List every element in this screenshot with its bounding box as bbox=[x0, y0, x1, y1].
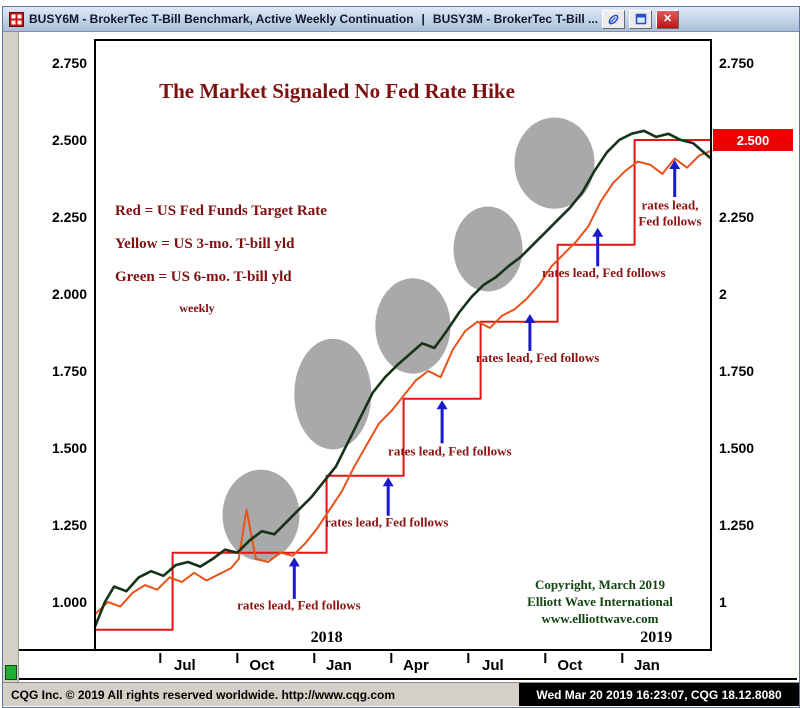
plot-border bbox=[94, 39, 712, 651]
annotation-arrowhead bbox=[382, 477, 394, 487]
x-axis-month-label: Jan bbox=[326, 657, 352, 674]
y-axis-label-left: 2.250 bbox=[52, 209, 87, 225]
x-axis-month-label: Oct bbox=[557, 657, 582, 674]
legend-line: Yellow = US 3-mo. T-bill yld bbox=[115, 236, 295, 252]
y-axis-label-left: 1.250 bbox=[52, 517, 87, 533]
cqg-app-icon bbox=[9, 11, 24, 27]
window-title-left: BUSY6M - BrokerTec T-Bill Benchmark, Act… bbox=[29, 12, 414, 26]
year-label: 2019 bbox=[640, 629, 672, 646]
highlight-ellipse bbox=[375, 278, 451, 374]
annotation-text: rates lead, bbox=[641, 197, 698, 212]
y-axis-label-right: 2.250 bbox=[719, 209, 754, 225]
annotation-arrowhead bbox=[436, 400, 448, 410]
y-axis-label-right: 1.750 bbox=[719, 363, 754, 379]
annotation-arrowhead bbox=[524, 314, 536, 323]
price-tag-box bbox=[713, 129, 793, 152]
chart-title: The Market Signaled No Fed Rate Hike bbox=[159, 79, 515, 103]
title-separator: | bbox=[421, 12, 425, 26]
y-axis-label-right: 1.500 bbox=[719, 440, 754, 456]
status-copyright-text: CQG Inc. © 2019 All rights reserved worl… bbox=[11, 687, 396, 702]
y-axis-label-right: 1.250 bbox=[719, 517, 754, 533]
annotation-text: Fed follows bbox=[638, 213, 701, 228]
highlight-ellipse bbox=[222, 469, 300, 561]
series-line-tbill-3mo bbox=[94, 149, 712, 616]
annotation-arrowhead bbox=[288, 557, 300, 567]
close-button[interactable]: ✕ bbox=[656, 9, 680, 29]
x-axis-month-label: Jan bbox=[634, 657, 660, 674]
y-axis-label-left: 1.750 bbox=[52, 363, 87, 379]
price-chart-canvas[interactable]: 2.750 2.500 2.250 2.000 1.750 1.500 1.250 1.000… bbox=[19, 32, 797, 682]
annotation-arrowhead bbox=[669, 160, 681, 169]
price-tag-label: 2.500 bbox=[737, 133, 770, 148]
statusbar: CQG Inc. © 2019 All rights reserved worl… bbox=[3, 682, 799, 706]
annotation-text: rates lead, Fed follows bbox=[237, 598, 360, 613]
copyright-line: Elliott Wave International bbox=[527, 594, 673, 609]
y-axis-label-left: 2.000 bbox=[52, 286, 87, 302]
y-axis-label-left: 1.000 bbox=[52, 594, 87, 610]
year-label: 2018 bbox=[311, 629, 343, 646]
legend-line: Green = US 6-mo. T-bill yld bbox=[115, 269, 292, 285]
highlight-ellipse bbox=[453, 206, 523, 292]
annotation-text: rates lead, Fed follows bbox=[542, 265, 665, 280]
paperclip-icon bbox=[608, 14, 619, 24]
series-line-fed-funds bbox=[94, 139, 712, 631]
x-axis-month-label: Apr bbox=[403, 657, 429, 674]
connection-status-indicator bbox=[5, 665, 17, 680]
y-axis-label-left: 2.500 bbox=[52, 132, 87, 148]
status-clock-text: Wed Mar 20 2019 16:23:07, CQG 18.12.8080 bbox=[519, 683, 799, 706]
y-axis-label-left: 1.500 bbox=[52, 440, 87, 456]
series-line-tbill-6mo bbox=[93, 129, 713, 629]
link-button[interactable] bbox=[602, 9, 626, 29]
chart-area: 2.750 2.500 2.250 2.000 1.750 1.500 1.250 1.000… bbox=[19, 32, 799, 682]
annotation-arrowhead bbox=[592, 227, 604, 237]
y-axis-label-right: 1 bbox=[719, 594, 727, 610]
window-icon bbox=[635, 13, 646, 25]
y-axis-label-right: 2.750 bbox=[719, 55, 754, 71]
legend-note: weekly bbox=[179, 301, 214, 315]
x-axis-month-label: Oct bbox=[249, 657, 274, 674]
annotation-text: rates lead, Fed follows bbox=[476, 350, 599, 365]
y-axis-label-left: 2.750 bbox=[52, 55, 87, 71]
chart-window-button[interactable] bbox=[629, 9, 653, 29]
annotation-text: rates lead, Fed follows bbox=[325, 515, 448, 530]
y-axis-label-right: 2 bbox=[719, 286, 727, 302]
copyright-line: Copyright, March 2019 bbox=[535, 577, 666, 592]
x-axis-month-label: Jul bbox=[174, 657, 196, 674]
axis-strip-bottom-border bbox=[19, 678, 797, 680]
highlight-ellipse bbox=[294, 338, 372, 450]
titlebar[interactable]: BUSY6M - BrokerTec T-Bill Benchmark, Act… bbox=[3, 7, 799, 32]
left-toolbar-strip bbox=[3, 32, 19, 682]
window-title-right: BUSY3M - BrokerTec T-Bill ... bbox=[432, 12, 599, 26]
legend-line: Red = US Fed Funds Target Rate bbox=[115, 203, 327, 219]
annotation-text: rates lead, Fed follows bbox=[388, 444, 511, 459]
highlight-ellipse bbox=[514, 117, 595, 209]
x-axis-month-label: Jul bbox=[482, 657, 504, 674]
cqg-chart-window: BUSY6M - BrokerTec T-Bill Benchmark, Act… bbox=[2, 6, 800, 708]
copyright-line: www.elliottwave.com bbox=[542, 611, 659, 626]
close-x-icon: ✕ bbox=[662, 12, 673, 25]
